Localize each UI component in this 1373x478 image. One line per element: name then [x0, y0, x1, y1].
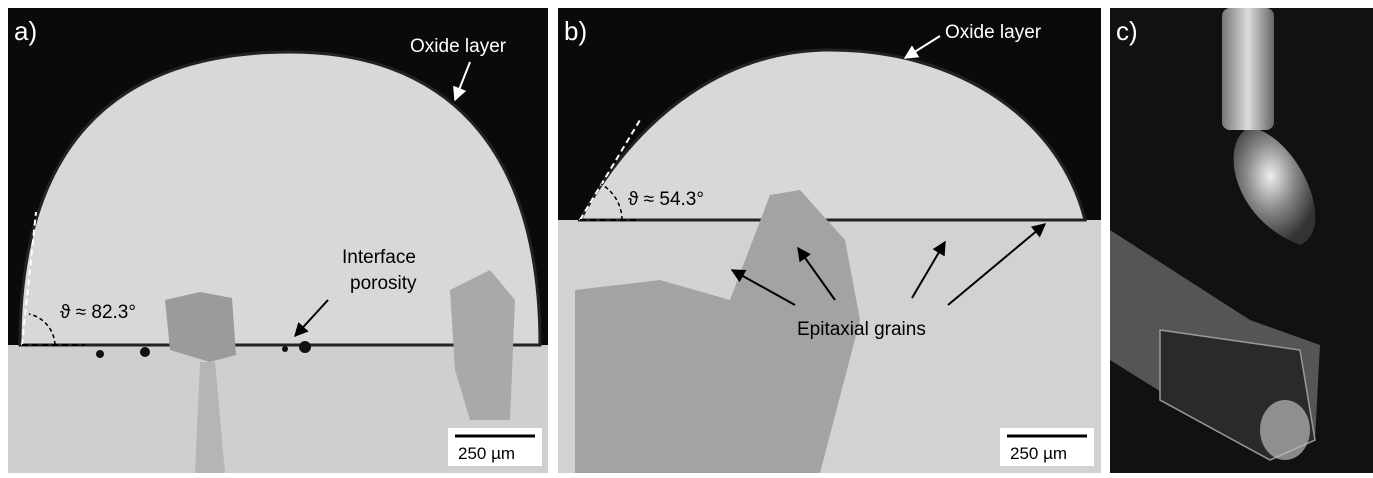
oxide-label: Oxide layer — [410, 36, 507, 57]
scale-bar-label: 250 µm — [458, 444, 515, 463]
panel-c: c) — [1110, 8, 1373, 473]
deposit — [1260, 400, 1310, 460]
figure: a) Oxide layer Interface porosity ϑ ≈ 82… — [0, 0, 1373, 473]
panel-label: b) — [564, 16, 587, 46]
panel-label: a) — [14, 16, 37, 46]
panel-b: b) Oxide layer ϑ ≈ 54.3° Epitaxial grain… — [558, 8, 1101, 473]
oxide-label: Oxide layer — [945, 22, 1042, 43]
grain — [165, 292, 236, 362]
pore — [96, 350, 104, 358]
porosity-label: Interface — [342, 247, 416, 268]
angle-label: ϑ ≈ 82.3° — [60, 302, 136, 323]
scale-bar-label: 250 µm — [1010, 444, 1067, 463]
pore — [282, 346, 288, 352]
pore — [140, 347, 150, 357]
electrode — [1222, 8, 1274, 130]
panel-a: a) Oxide layer Interface porosity ϑ ≈ 82… — [8, 8, 548, 473]
panel-label: c) — [1116, 16, 1138, 46]
angle-label: ϑ ≈ 54.3° — [628, 189, 704, 210]
pore — [299, 341, 311, 353]
porosity-label: porosity — [350, 273, 417, 294]
grains-label: Epitaxial grains — [797, 319, 926, 340]
